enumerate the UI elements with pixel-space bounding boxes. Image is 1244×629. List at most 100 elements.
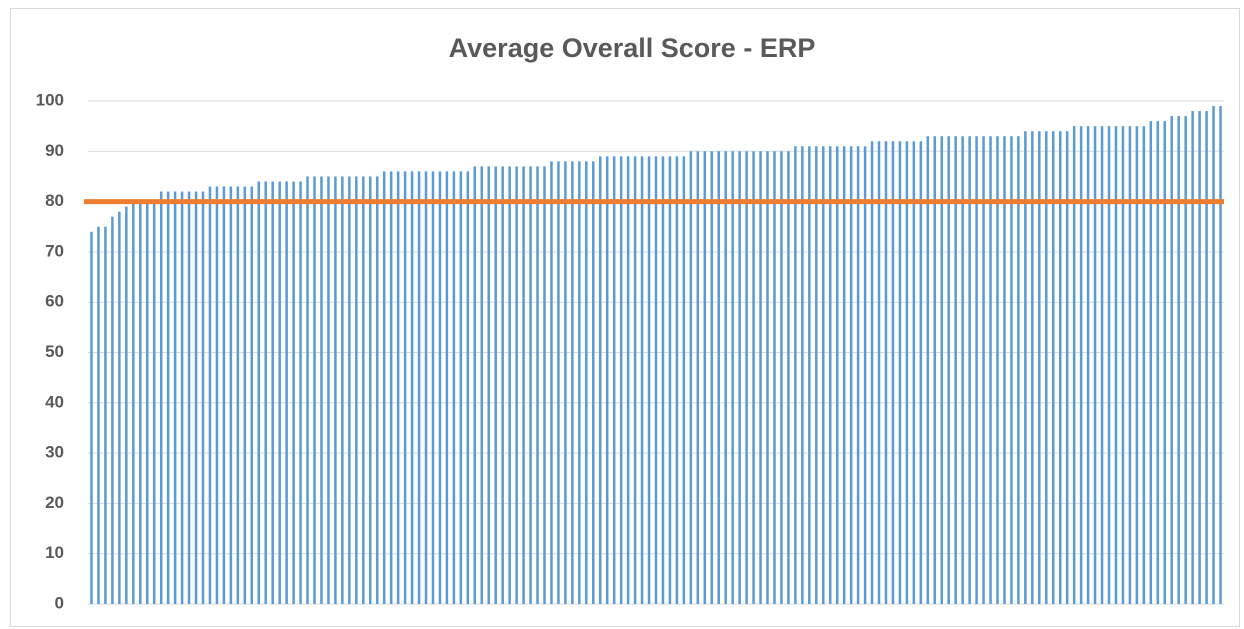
bar bbox=[822, 146, 825, 604]
bar bbox=[773, 151, 776, 605]
bar bbox=[431, 171, 435, 605]
bar bbox=[745, 151, 748, 605]
bar bbox=[898, 141, 902, 605]
bar bbox=[125, 206, 128, 604]
bar bbox=[1205, 111, 1208, 604]
bar bbox=[766, 151, 769, 605]
bar bbox=[501, 166, 504, 604]
bar bbox=[1107, 126, 1111, 605]
y-tick-label: 10 bbox=[45, 543, 64, 562]
bar bbox=[557, 161, 560, 605]
y-tick-label: 40 bbox=[45, 392, 64, 411]
y-tick-label: 60 bbox=[45, 292, 64, 311]
bar bbox=[682, 156, 686, 604]
bar bbox=[362, 176, 365, 604]
chart-title: Average Overall Score - ERP bbox=[449, 33, 816, 63]
bar bbox=[285, 181, 288, 605]
bar bbox=[1142, 126, 1146, 605]
bar bbox=[508, 166, 511, 604]
bar bbox=[480, 166, 484, 604]
bar bbox=[647, 156, 651, 604]
bar bbox=[975, 136, 978, 604]
bar bbox=[654, 156, 658, 604]
bar bbox=[1149, 121, 1153, 605]
bar bbox=[828, 146, 832, 604]
chart-border bbox=[10, 8, 1240, 627]
bar bbox=[396, 171, 400, 605]
bar bbox=[801, 146, 804, 604]
bar bbox=[118, 211, 121, 604]
bar bbox=[97, 226, 100, 604]
bar bbox=[180, 191, 184, 605]
bar bbox=[1038, 131, 1041, 604]
bar bbox=[905, 141, 909, 605]
bar bbox=[717, 151, 720, 605]
bar bbox=[731, 151, 734, 605]
bar bbox=[487, 166, 490, 604]
bar bbox=[1114, 126, 1118, 605]
bar bbox=[759, 151, 762, 605]
bar bbox=[299, 181, 302, 605]
bar bbox=[1156, 121, 1160, 605]
bar bbox=[1128, 126, 1132, 605]
bar bbox=[703, 151, 707, 605]
bar bbox=[515, 166, 518, 604]
bar bbox=[877, 141, 881, 605]
bar bbox=[696, 151, 700, 605]
bar bbox=[369, 176, 372, 604]
y-tick-label: 100 bbox=[36, 90, 64, 109]
bar bbox=[166, 191, 170, 605]
bar bbox=[459, 171, 463, 605]
bar bbox=[626, 156, 630, 604]
bar bbox=[375, 176, 379, 604]
bar bbox=[592, 161, 595, 605]
bar bbox=[1198, 111, 1201, 604]
bar bbox=[494, 166, 497, 604]
bar bbox=[891, 141, 895, 605]
bar bbox=[424, 171, 428, 605]
bar bbox=[996, 136, 999, 604]
bar bbox=[403, 171, 407, 605]
bar bbox=[145, 201, 149, 604]
bar bbox=[132, 201, 135, 604]
bar bbox=[229, 186, 233, 604]
bar bbox=[738, 151, 741, 605]
bar bbox=[947, 136, 950, 604]
bar bbox=[926, 136, 930, 604]
bar bbox=[334, 176, 337, 604]
bar bbox=[961, 136, 964, 604]
bar bbox=[1065, 131, 1069, 604]
bar bbox=[849, 146, 853, 604]
bar bbox=[438, 171, 442, 605]
bar bbox=[1170, 116, 1173, 604]
bar bbox=[327, 176, 330, 604]
bar bbox=[571, 161, 574, 605]
bar bbox=[543, 166, 546, 604]
bar bbox=[612, 156, 616, 604]
bar bbox=[104, 226, 107, 604]
bar bbox=[661, 156, 665, 604]
bar bbox=[111, 216, 114, 604]
bar bbox=[863, 146, 867, 604]
bar bbox=[752, 151, 755, 605]
bar bbox=[473, 166, 477, 604]
bar bbox=[870, 141, 874, 605]
y-tick-label: 70 bbox=[45, 241, 64, 260]
bar bbox=[835, 146, 839, 604]
bar bbox=[598, 156, 602, 604]
bar bbox=[842, 146, 846, 604]
bar bbox=[919, 141, 923, 605]
bar bbox=[1017, 136, 1020, 604]
bar bbox=[355, 176, 358, 604]
bar bbox=[159, 191, 163, 605]
bar bbox=[264, 181, 267, 605]
bar bbox=[933, 136, 937, 604]
bar bbox=[640, 156, 644, 604]
bar bbox=[954, 136, 957, 604]
bar bbox=[1079, 126, 1083, 605]
bar bbox=[808, 146, 811, 604]
bar bbox=[1100, 126, 1104, 605]
y-tick-label: 80 bbox=[45, 191, 64, 210]
bar bbox=[710, 151, 714, 605]
